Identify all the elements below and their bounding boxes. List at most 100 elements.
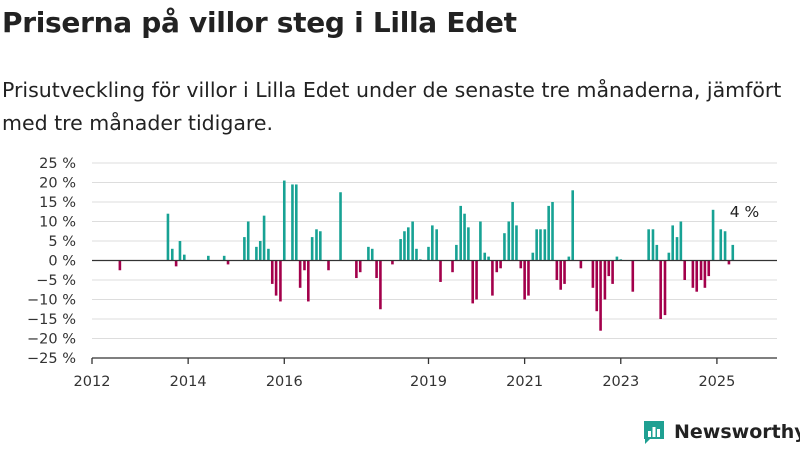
bar [118, 260, 122, 271]
bar [463, 213, 466, 261]
bar [527, 260, 530, 296]
bar [595, 260, 599, 312]
bar [483, 252, 487, 261]
y-tick-label: −5 % [36, 273, 76, 289]
bar [551, 202, 554, 261]
bar [411, 221, 414, 261]
x-tick-label: 2019 [410, 374, 447, 390]
bar [499, 260, 502, 269]
bar [487, 256, 490, 261]
bar [719, 229, 723, 261]
bar [455, 244, 458, 261]
bar [435, 229, 438, 261]
bar [475, 260, 478, 300]
bar [182, 254, 186, 261]
bar [178, 241, 182, 261]
y-tick-label: 20 % [39, 176, 76, 192]
y-tick-label: −15 % [27, 312, 76, 328]
y-tick-label: 10 % [39, 215, 76, 231]
bar [491, 260, 494, 296]
bar [727, 260, 731, 265]
bar [535, 229, 538, 261]
bar [667, 252, 671, 261]
bar [439, 260, 442, 282]
bar [647, 229, 650, 261]
x-tick-label: 2025 [698, 374, 735, 390]
bar [507, 221, 511, 261]
bar [655, 244, 659, 261]
bar [279, 260, 282, 302]
bar [591, 260, 595, 288]
bar [559, 260, 562, 290]
bar [327, 260, 330, 271]
bar [675, 237, 679, 261]
bar [358, 260, 362, 273]
x-tick-label: 2023 [602, 374, 639, 390]
y-tick-label: 25 % [39, 156, 76, 172]
bar [370, 248, 374, 261]
bar [291, 184, 294, 261]
bar [367, 246, 370, 261]
bar [495, 260, 499, 273]
x-tick-label: 2014 [170, 374, 207, 390]
y-tick-label: −10 % [27, 293, 76, 309]
bar-series [118, 180, 735, 331]
y-tick-label: 0 % [48, 254, 76, 270]
newsworthy-logo: Newsworthy [642, 419, 800, 445]
bar [258, 241, 262, 261]
bar [403, 231, 406, 261]
bar [459, 205, 462, 261]
bar [511, 202, 514, 261]
bar [515, 225, 518, 261]
bar [699, 260, 703, 280]
x-axis-ticks: 2012 2014 2016 2019 2021 2023 2025 [74, 358, 735, 390]
bar [571, 190, 575, 261]
bar [555, 260, 559, 280]
chart-title: Priserna på villor steg i Lilla Edet [2, 6, 517, 39]
bar [603, 260, 607, 300]
bar [683, 260, 687, 280]
bar [246, 221, 250, 261]
bar [631, 260, 635, 292]
bar [170, 248, 174, 261]
bar [379, 260, 382, 310]
x-tick-label: 2016 [266, 374, 303, 390]
bar [407, 227, 410, 261]
bar [174, 260, 178, 267]
bar [611, 260, 614, 284]
bar [543, 229, 547, 261]
bar [243, 237, 246, 261]
bar [270, 260, 274, 284]
bar [399, 239, 402, 261]
bar [659, 260, 662, 319]
bar [471, 260, 475, 304]
chart-subtitle: Prisutveckling för villor i Lilla Edet u… [2, 78, 782, 135]
bar [303, 260, 306, 271]
bar [282, 180, 286, 261]
bar [226, 260, 230, 265]
bar [166, 213, 170, 261]
bar [671, 225, 674, 261]
bar [222, 255, 226, 261]
bar [479, 221, 482, 261]
bar [355, 260, 358, 279]
bar [615, 256, 619, 261]
bar [563, 260, 566, 284]
bar [262, 215, 266, 261]
y-axis-labels: −25 % −20 % −15 % −10 % −5 % 0 % 5 % 10 % 15 % 20… [27, 156, 76, 367]
bar [415, 248, 418, 261]
bar [567, 256, 571, 261]
bar [274, 260, 278, 296]
bar [267, 248, 270, 261]
bar [207, 255, 210, 261]
bar [503, 233, 506, 261]
bar [307, 260, 310, 302]
bar [663, 260, 667, 316]
newsworthy-logo-icon [644, 421, 664, 444]
bar [319, 231, 322, 261]
bar [651, 229, 655, 261]
bar [519, 260, 523, 269]
bar [467, 227, 470, 261]
bar [723, 231, 727, 261]
bar [339, 192, 342, 261]
